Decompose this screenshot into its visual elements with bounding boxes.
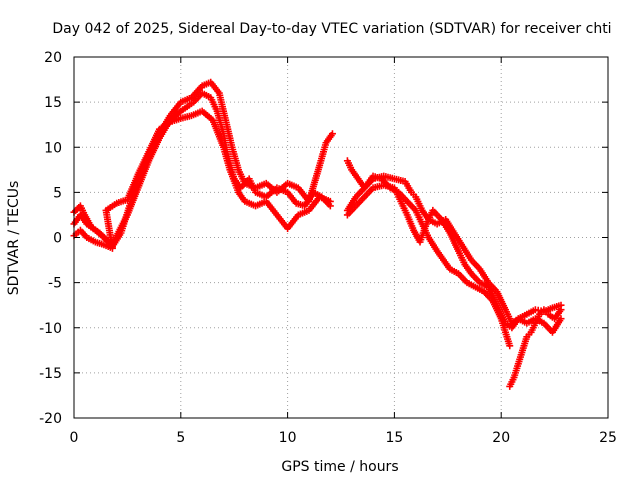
grid — [74, 57, 608, 418]
y-tick-label: 15 — [44, 95, 62, 111]
data-point — [506, 342, 514, 350]
series-track-5 — [343, 172, 514, 350]
y-axis-label: SDTVAR / TECUs — [6, 181, 22, 296]
axis-ticks: 0 5 10 15 20 25 -20 -15 -10 -5 0 5 10 15 20 — [39, 50, 617, 446]
x-axis-label: GPS time / hours — [281, 459, 398, 475]
data-point — [326, 197, 334, 205]
data-point — [557, 315, 565, 323]
y-tick-label: -10 — [39, 321, 62, 337]
data-point — [328, 130, 336, 138]
x-tick-label: 10 — [279, 430, 297, 446]
y-tick-label: 0 — [53, 231, 62, 247]
x-tick-label: 15 — [385, 430, 403, 446]
y-tick-label: 10 — [44, 140, 62, 156]
y-tick-label: -15 — [39, 366, 62, 382]
series-track-3 — [70, 107, 334, 252]
data-point — [557, 306, 565, 314]
x-tick-label: 25 — [599, 430, 617, 446]
x-tick-label: 5 — [176, 430, 185, 446]
y-tick-label: -20 — [39, 411, 62, 427]
series-track-6 — [343, 181, 565, 336]
chart-title: Day 042 of 2025, Sidereal Day-to-day VTE… — [52, 21, 611, 37]
x-tick-label: 20 — [492, 430, 510, 446]
x-tick-label: 0 — [70, 430, 79, 446]
data-marks — [70, 78, 565, 390]
y-tick-label: 20 — [44, 50, 62, 66]
y-tick-label: 5 — [53, 185, 62, 201]
series-track-7 — [506, 306, 565, 390]
y-tick-label: -5 — [48, 276, 62, 292]
